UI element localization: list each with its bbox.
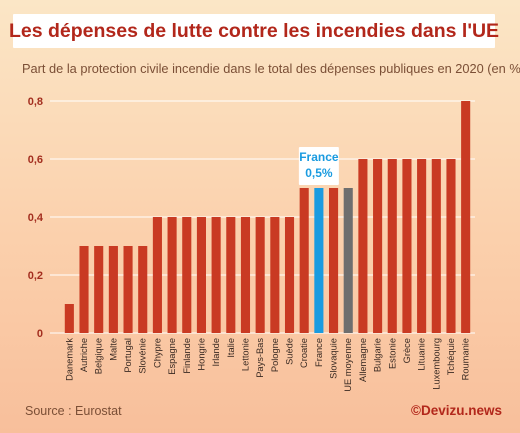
y-tick-label: 0 [37, 328, 43, 340]
credit-label: ©Devizu.news [411, 403, 502, 418]
bar [314, 188, 324, 333]
x-tick-label: Slovénie [138, 338, 148, 374]
x-tick-label: Grèce [402, 338, 412, 363]
bar [329, 188, 339, 333]
bar [431, 159, 441, 333]
x-tick-label: Portugal [123, 338, 133, 373]
bar [167, 217, 177, 333]
annotation-label: France [299, 150, 339, 164]
bar [373, 159, 383, 333]
bar [211, 217, 221, 333]
source-note: Source : Eurostat [25, 404, 122, 418]
bar [270, 217, 280, 333]
bar [284, 217, 295, 333]
x-tick-label: Hongrie [196, 338, 206, 371]
x-tick-label: Pologne [270, 338, 280, 372]
annotation-box [298, 147, 339, 185]
x-tick-label: Irlande [211, 338, 221, 366]
x-tick-label: Autriche [79, 338, 89, 372]
bar [226, 217, 236, 333]
y-tick-label: 0,4 [28, 212, 44, 224]
bar [343, 188, 353, 333]
x-tick-label: France [314, 338, 324, 367]
bar [123, 246, 133, 333]
x-tick-label: Italie [226, 338, 236, 358]
x-tick-label: Roumanie [461, 338, 471, 380]
title-banner: Les dépenses de lutte contre les incendi… [9, 14, 499, 48]
bar [446, 159, 456, 333]
annotation-label: 0,5% [305, 166, 333, 180]
bar [358, 159, 368, 333]
x-tick-label: Malte [108, 338, 118, 361]
x-tick-label: Lituanie [417, 338, 427, 371]
x-tick-label: Chypre [152, 338, 162, 368]
x-tick-label: Bulgarie [373, 338, 383, 372]
bar [299, 188, 309, 333]
x-tick-label: Lettonie [240, 338, 250, 371]
x-tick-label: Allemagne [358, 338, 368, 382]
bar [64, 304, 74, 333]
y-tick-label: 0,8 [28, 96, 43, 108]
x-tick-label: Espagne [167, 338, 177, 375]
bar [152, 217, 162, 333]
bar [461, 101, 471, 333]
y-tick-label: 0,2 [28, 270, 43, 282]
bar [387, 159, 397, 333]
x-tick-label: Croatie [299, 338, 309, 368]
bar [108, 246, 118, 333]
x-tick-label: Suède [285, 338, 295, 365]
x-tick-label: Tchéquie [446, 338, 456, 375]
x-tick-label: Belgique [94, 338, 104, 374]
x-tick-label: Luxembourg [431, 338, 441, 390]
bar [79, 246, 89, 333]
chart-subtitle: Part de la protection civile incendie da… [22, 61, 520, 76]
bar [417, 159, 427, 333]
x-tick-label: Slovaquie [329, 338, 339, 379]
bar [182, 217, 192, 333]
x-tick-label: UE moyenne [343, 338, 353, 392]
bar [196, 217, 206, 333]
x-tick-label: Danemark [64, 338, 74, 381]
bar [138, 246, 148, 333]
bar [240, 217, 251, 333]
x-tick-label: Finlande [182, 338, 192, 374]
bar [94, 246, 104, 333]
y-tick-label: 0,6 [28, 154, 43, 166]
bar [402, 159, 412, 333]
x-tick-label: Pays-Bas [255, 338, 265, 378]
bar [255, 217, 265, 333]
x-tick-label: Estonie [387, 338, 397, 369]
chart-title: Les dépenses de lutte contre les incendi… [8, 19, 500, 42]
